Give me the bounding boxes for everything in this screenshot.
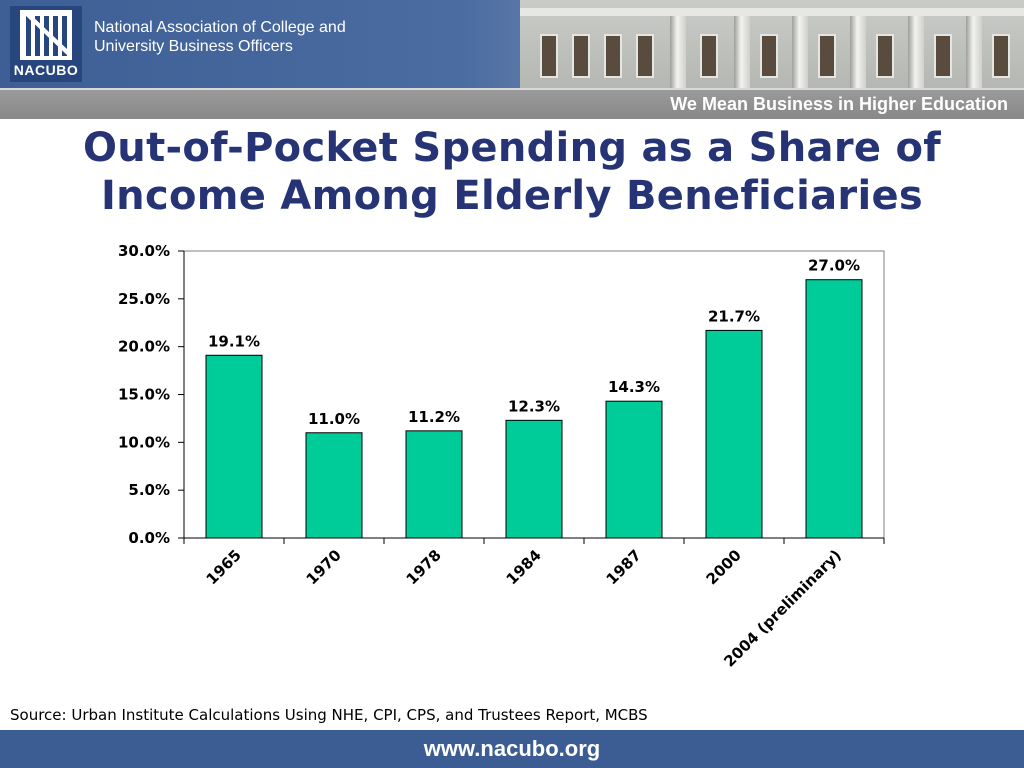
- source-note: Source: Urban Institute Calculations Usi…: [10, 706, 648, 724]
- x-tick-label: 1984: [503, 546, 545, 588]
- x-tick-label: 1987: [603, 546, 645, 588]
- y-tick-label: 25.0%: [118, 290, 170, 308]
- x-tick-label: 2000: [703, 546, 745, 588]
- bar: [305, 432, 363, 539]
- nacubo-logo-icon: [20, 10, 72, 60]
- bar: [505, 419, 563, 539]
- data-label: 27.0%: [808, 257, 860, 275]
- bar: [605, 400, 663, 539]
- x-tick-label: 1978: [403, 546, 445, 588]
- x-tick-label: 2004 (preliminary): [720, 546, 844, 670]
- chart-axes: 0.0% 5.0% 10.0% 15.0% 20.0% 25.0% 30.0%: [118, 242, 885, 547]
- tagline: We Mean Business in Higher Education: [670, 94, 1008, 114]
- slide-title: Out-of-Pocket Spending as a Share of Inc…: [0, 124, 1024, 220]
- organization-name-line1: National Association of College and: [94, 19, 346, 36]
- building-photo: [520, 0, 1024, 88]
- logo-text: NACUBO: [13, 62, 79, 78]
- organization-name-line2: University Business Officers: [94, 38, 293, 55]
- data-label: 11.2%: [408, 408, 460, 426]
- footer-url: www.nacubo.org: [423, 736, 601, 761]
- data-label: 21.7%: [708, 307, 760, 325]
- bar: [705, 329, 763, 539]
- organization-name: National Association of College and Univ…: [94, 18, 394, 56]
- data-label: 12.3%: [508, 397, 560, 415]
- slide-title-line2: Income Among Elderly Beneficiaries: [101, 173, 923, 219]
- x-tick-label: 1970: [303, 546, 345, 588]
- data-label: 19.1%: [208, 332, 260, 350]
- y-tick-label: 0.0%: [128, 529, 170, 547]
- header-banner: NACUBO National Association of College a…: [0, 0, 1024, 88]
- chart-bars: [205, 279, 863, 539]
- data-label: 14.3%: [608, 378, 660, 396]
- slide-title-line1: Out-of-Pocket Spending as a Share of: [82, 125, 941, 171]
- data-label: 11.0%: [308, 410, 360, 428]
- y-tick-label: 10.0%: [118, 433, 170, 451]
- tagline-bar: We Mean Business in Higher Education: [0, 88, 1024, 119]
- footer-bar: www.nacubo.org: [0, 730, 1024, 768]
- bar: [405, 430, 463, 539]
- nacubo-logo: NACUBO: [10, 6, 82, 82]
- bar: [205, 354, 263, 539]
- bar: [805, 279, 863, 539]
- y-tick-label: 30.0%: [118, 242, 170, 260]
- y-tick-label: 5.0%: [128, 481, 170, 499]
- y-tick-label: 20.0%: [118, 338, 170, 356]
- x-tick-label: 1965: [203, 546, 245, 588]
- y-tick-label: 15.0%: [118, 386, 170, 404]
